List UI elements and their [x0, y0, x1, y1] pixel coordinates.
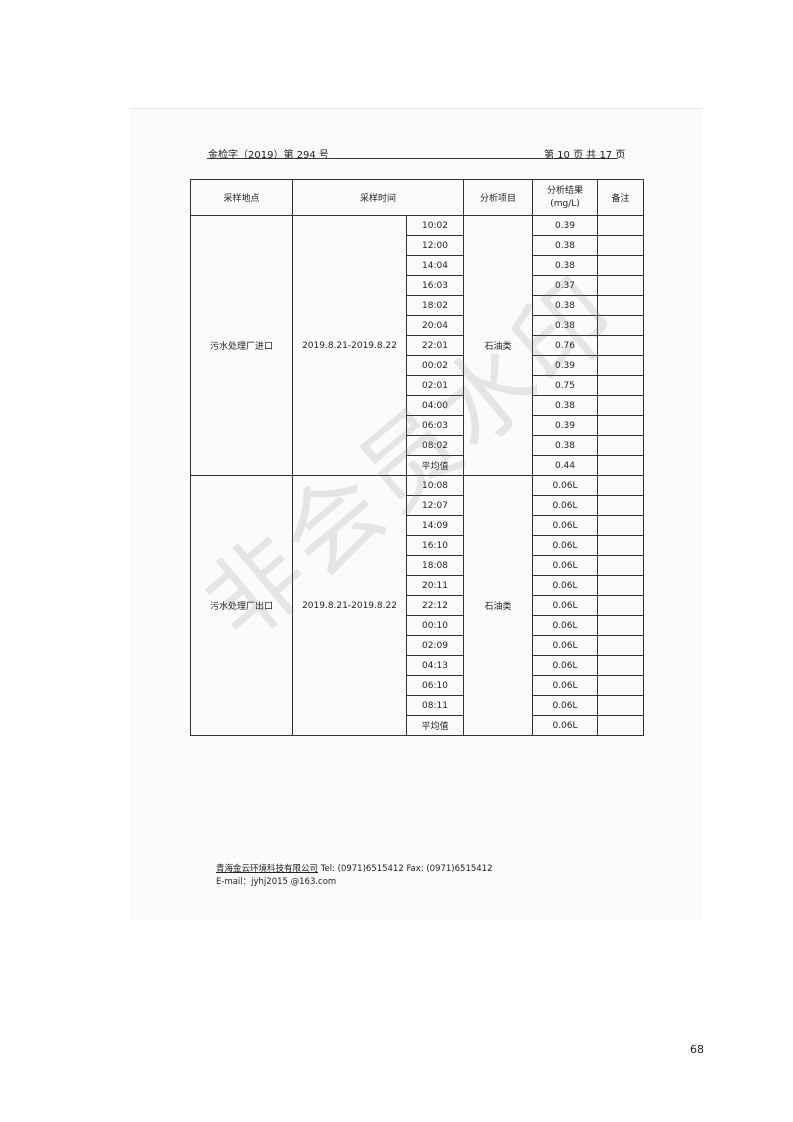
- note-cell: [597, 495, 644, 516]
- result-cell: 0.06L: [532, 555, 598, 576]
- table-row: 06:10 0.06L: [191, 675, 644, 696]
- note-cell: [597, 395, 644, 416]
- table-row: 20:11 0.06L: [191, 575, 644, 596]
- note-cell: [597, 715, 644, 736]
- table-row: 20:04 0.38: [191, 315, 644, 336]
- time-cell: 平均值: [406, 715, 464, 736]
- time-cell: 08:11: [406, 695, 464, 716]
- note-cell: [597, 255, 644, 276]
- divider: [130, 108, 702, 109]
- table-header-row: 采样地点 采样时间 分析项目 分析结果 (mg/L) 备注: [190, 179, 644, 216]
- time-cell: 06:10: [406, 675, 464, 696]
- table-row: 12:07 0.06L: [191, 495, 644, 516]
- table-row: 污水处理厂出口 2019.8.21-2019.8.22 10:08 石油类 0.06L: [190, 475, 644, 736]
- result-cell: 0.06L: [532, 715, 598, 736]
- table-row: 00:02 0.39: [191, 355, 644, 376]
- note-cell: [597, 675, 644, 696]
- result-cell: 0.06L: [532, 475, 598, 496]
- time-cell: 16:10: [406, 535, 464, 556]
- note-cell: [597, 275, 644, 296]
- note-cell: [597, 515, 644, 536]
- result-cell: 0.06L: [532, 495, 598, 516]
- table-row: 14:09 0.06L: [191, 515, 644, 536]
- date-cell: 2019.8.21-2019.8.22: [292, 215, 407, 476]
- note-cell: [597, 595, 644, 616]
- time-cell: 12:00: [406, 235, 464, 256]
- table-row: 08:11 0.06L: [191, 695, 644, 716]
- date-cell: 2019.8.21-2019.8.22: [292, 475, 407, 736]
- note-cell: [597, 695, 644, 716]
- col-note: 备注: [597, 179, 644, 216]
- col-location: 采样地点: [190, 179, 293, 216]
- header-rule: [207, 158, 617, 159]
- result-cell: 0.06L: [532, 515, 598, 536]
- contact-info: Tel: (0971)6515412 Fax: (0971)6515412: [320, 864, 493, 874]
- table-row: 16:10 0.06L: [191, 535, 644, 556]
- company-name: 青海金云环境科技有限公司: [216, 864, 319, 874]
- table-row: 污水处理厂进口 2019.8.21-2019.8.22 10:02 石油类 0.39: [190, 215, 644, 476]
- time-cell: 14:04: [406, 255, 464, 276]
- result-cell: 0.06L: [532, 675, 598, 696]
- col-result: 分析结果 (mg/L): [532, 179, 598, 216]
- note-cell: [597, 375, 644, 396]
- note-cell: [597, 435, 644, 456]
- table-row: 12:00 0.38: [191, 235, 644, 256]
- time-cell: 22:12: [406, 595, 464, 616]
- item-cell: 石油类: [463, 475, 533, 736]
- email: E-mail：jyhj2015 @163.com: [216, 877, 337, 887]
- note-cell: [597, 455, 644, 476]
- result-cell: 0.06L: [532, 535, 598, 556]
- col-item: 分析项目: [463, 179, 533, 216]
- result-cell: 0.06L: [532, 635, 598, 656]
- note-cell: [597, 635, 644, 656]
- table-row: 22:01 0.76: [191, 335, 644, 356]
- report-number: 金检字（2019）第 294 号: [208, 150, 329, 161]
- table-row: 02:09 0.06L: [191, 635, 644, 656]
- time-cell: 02:09: [406, 635, 464, 656]
- note-cell: [597, 235, 644, 256]
- result-cell: 0.39: [532, 215, 598, 236]
- result-cell: 0.38: [532, 435, 598, 456]
- location-cell: 污水处理厂出口: [190, 475, 293, 736]
- result-cell: 0.06L: [532, 595, 598, 616]
- result-cell: 0.06L: [532, 615, 598, 636]
- note-cell: [597, 215, 644, 236]
- result-cell: 0.06L: [532, 655, 598, 676]
- page-info: 第 10 页 共 17 页: [544, 150, 626, 161]
- page-number: 68: [690, 1043, 704, 1056]
- table-row: 22:12 0.06L: [191, 595, 644, 616]
- note-cell: [597, 575, 644, 596]
- time-cell: 10:02: [406, 215, 464, 236]
- time-cell: 18:08: [406, 555, 464, 576]
- result-cell: 0.44: [532, 455, 598, 476]
- time-cell: 00:10: [406, 615, 464, 636]
- note-cell: [597, 655, 644, 676]
- time-cell: 20:11: [406, 575, 464, 596]
- result-cell: 0.06L: [532, 575, 598, 596]
- col-time: 采样时间: [292, 179, 464, 216]
- results-table: 采样地点 采样时间 分析项目 分析结果 (mg/L) 备注 污水处理厂进口 201…: [190, 179, 644, 736]
- note-cell: [597, 415, 644, 436]
- result-cell: 0.06L: [532, 695, 598, 716]
- note-cell: [597, 475, 644, 496]
- time-cell: 18:02: [406, 295, 464, 316]
- note-cell: [597, 615, 644, 636]
- time-cell: 04:13: [406, 655, 464, 676]
- location-cell: 污水处理厂进口: [190, 215, 293, 476]
- time-cell: 16:03: [406, 275, 464, 296]
- note-cell: [597, 535, 644, 556]
- table-row: 平均值 0.06L: [191, 715, 644, 736]
- note-cell: [597, 555, 644, 576]
